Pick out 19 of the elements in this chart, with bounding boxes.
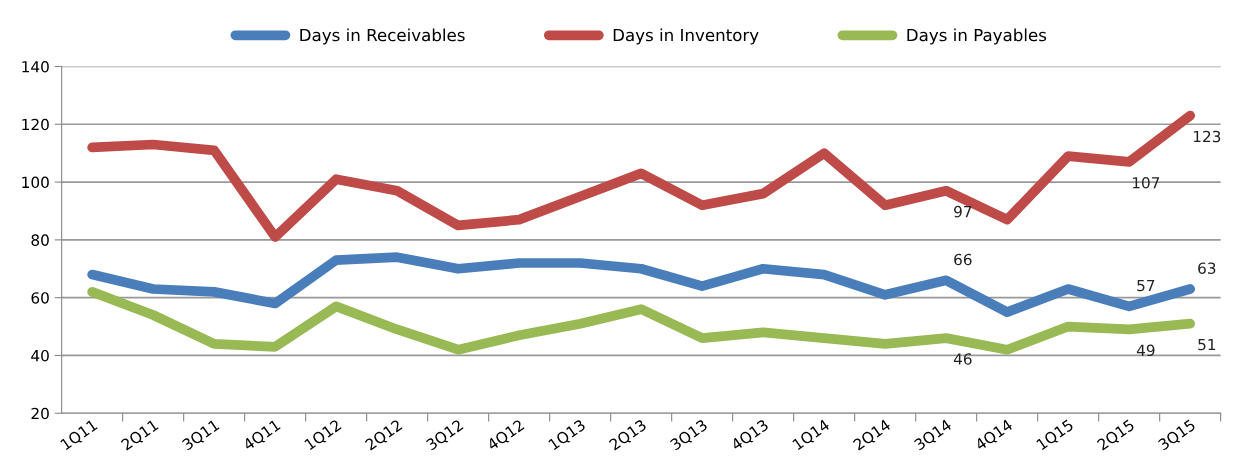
legend-label: Days in Inventory bbox=[613, 28, 759, 45]
data-label: 107 bbox=[1132, 176, 1160, 189]
y-tick-label: 100 bbox=[22, 176, 49, 189]
y-tick-label: 80 bbox=[31, 234, 49, 246]
data-label: 63 bbox=[1198, 262, 1216, 274]
data-label: 57 bbox=[1137, 279, 1155, 292]
data-label: 66 bbox=[954, 253, 972, 266]
legend-label: Days in Payables bbox=[907, 28, 1047, 45]
y-tick-label: 140 bbox=[22, 60, 49, 73]
data-label: 46 bbox=[953, 353, 972, 365]
data-label: 123 bbox=[1193, 130, 1221, 143]
data-label: 51 bbox=[1198, 338, 1216, 351]
data-label: 49 bbox=[1136, 344, 1155, 357]
y-tick-label: 40 bbox=[31, 349, 49, 362]
data-label: 97 bbox=[954, 205, 972, 218]
legend-label: Days in Receivables bbox=[300, 28, 465, 45]
y-tick-label: 20 bbox=[31, 407, 49, 420]
y-tick-label: 60 bbox=[31, 292, 49, 304]
y-tick-label: 120 bbox=[22, 118, 49, 131]
